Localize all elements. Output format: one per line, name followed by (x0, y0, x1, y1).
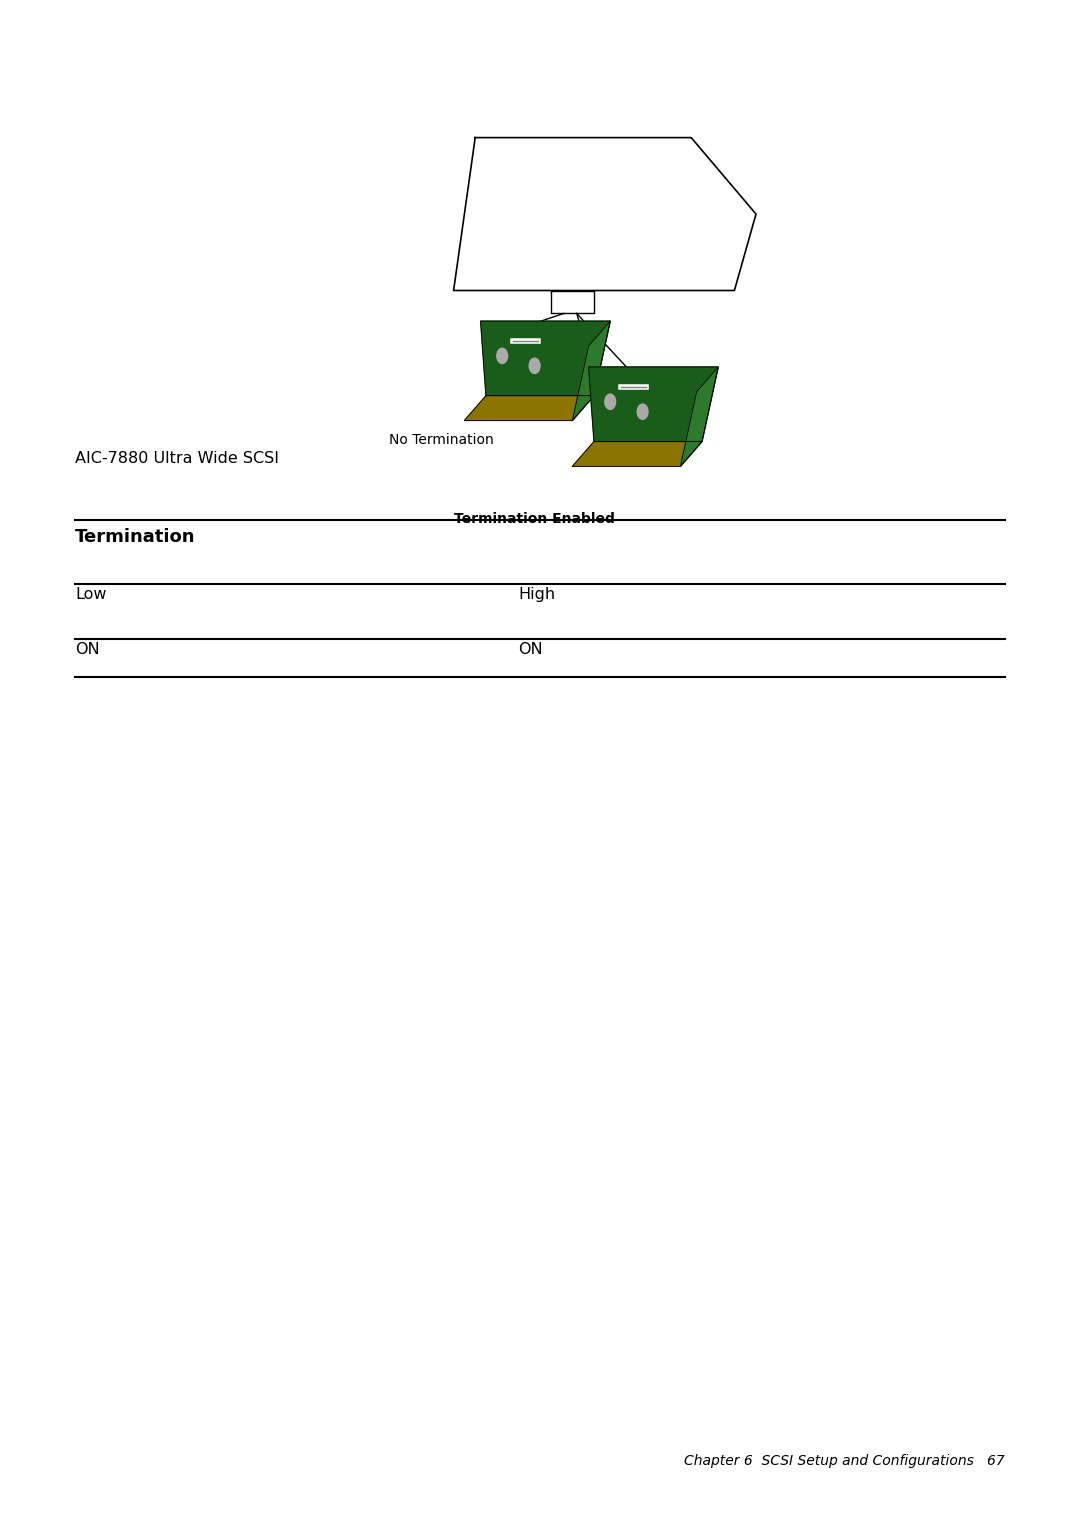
Polygon shape (572, 442, 702, 466)
Polygon shape (680, 367, 718, 466)
Text: Low: Low (75, 587, 107, 602)
Polygon shape (464, 396, 594, 420)
Polygon shape (572, 321, 610, 420)
Circle shape (605, 394, 616, 410)
Circle shape (529, 358, 540, 373)
Text: Termination: Termination (75, 528, 195, 546)
Text: ON: ON (518, 642, 543, 657)
Text: Termination Enabled: Termination Enabled (454, 512, 615, 526)
Text: ON: ON (75, 642, 99, 657)
Text: Chapter 6  SCSI Setup and Configurations   67: Chapter 6 SCSI Setup and Configurations … (685, 1454, 1005, 1468)
Text: AIC-7880 Ultra Wide SCSI: AIC-7880 Ultra Wide SCSI (75, 451, 279, 466)
Circle shape (497, 349, 508, 364)
Circle shape (637, 404, 648, 419)
Polygon shape (589, 367, 718, 442)
Polygon shape (481, 321, 610, 396)
Text: High: High (518, 587, 555, 602)
Text: No Termination: No Termination (389, 433, 494, 446)
